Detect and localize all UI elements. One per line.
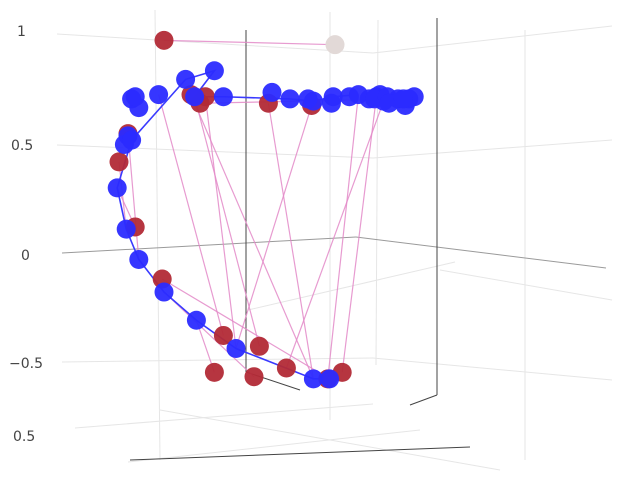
pink-connector bbox=[158, 94, 224, 336]
y-tick-label: 1 bbox=[17, 24, 26, 40]
red-point bbox=[244, 367, 264, 387]
blue-point bbox=[321, 93, 341, 113]
pink-connector bbox=[163, 39, 336, 46]
pink-connector bbox=[327, 94, 359, 379]
pink-connector bbox=[190, 94, 314, 380]
pink-connector bbox=[285, 100, 385, 369]
blue-point bbox=[154, 282, 174, 302]
pink-connector bbox=[194, 96, 260, 347]
blue-point bbox=[185, 87, 205, 107]
pink-connector bbox=[267, 103, 314, 379]
blue-point bbox=[393, 89, 413, 109]
y-tick-label: 0.5 bbox=[11, 138, 33, 154]
red-point bbox=[213, 325, 233, 345]
markers bbox=[107, 30, 424, 389]
y-tick-label: 0 bbox=[21, 248, 30, 264]
pink-connector bbox=[235, 105, 313, 349]
blue-point bbox=[298, 89, 318, 109]
blue-point bbox=[176, 69, 196, 89]
red-point bbox=[109, 152, 129, 172]
pink-connector bbox=[341, 96, 377, 373]
blue-point bbox=[149, 85, 169, 105]
blue-point bbox=[379, 93, 399, 113]
y-tick-label: −0.5 bbox=[9, 356, 43, 372]
blue-point bbox=[320, 369, 340, 389]
pink-connector bbox=[127, 133, 140, 260]
blue-point bbox=[204, 61, 224, 81]
blue-path bbox=[116, 69, 359, 380]
blue-point bbox=[226, 338, 246, 358]
pink-connector-lines bbox=[116, 39, 409, 380]
red-point bbox=[204, 362, 224, 382]
red-point bbox=[276, 358, 296, 378]
blue-point bbox=[339, 87, 359, 107]
pink-connector bbox=[161, 278, 330, 380]
red-point bbox=[249, 336, 269, 356]
blue-point bbox=[122, 130, 142, 150]
blue-point bbox=[262, 82, 282, 102]
blue-point bbox=[280, 89, 300, 109]
pink-connector bbox=[204, 96, 237, 349]
red-point bbox=[154, 30, 174, 50]
blue-point bbox=[129, 250, 149, 270]
blue-point bbox=[213, 87, 233, 107]
grid-lines bbox=[56, 9, 613, 471]
depth-tick-label: 0.5 bbox=[13, 429, 35, 445]
zero-lines bbox=[61, 236, 607, 269]
y-axis-ticks: 1 0.5 0 −0.5 bbox=[9, 24, 43, 372]
blue-point bbox=[303, 369, 323, 389]
blue-point bbox=[125, 87, 145, 107]
blue-point bbox=[186, 310, 206, 330]
light-point bbox=[325, 35, 345, 55]
blue-point bbox=[107, 178, 127, 198]
blue-point bbox=[116, 219, 136, 239]
blue-series-line bbox=[116, 69, 359, 380]
